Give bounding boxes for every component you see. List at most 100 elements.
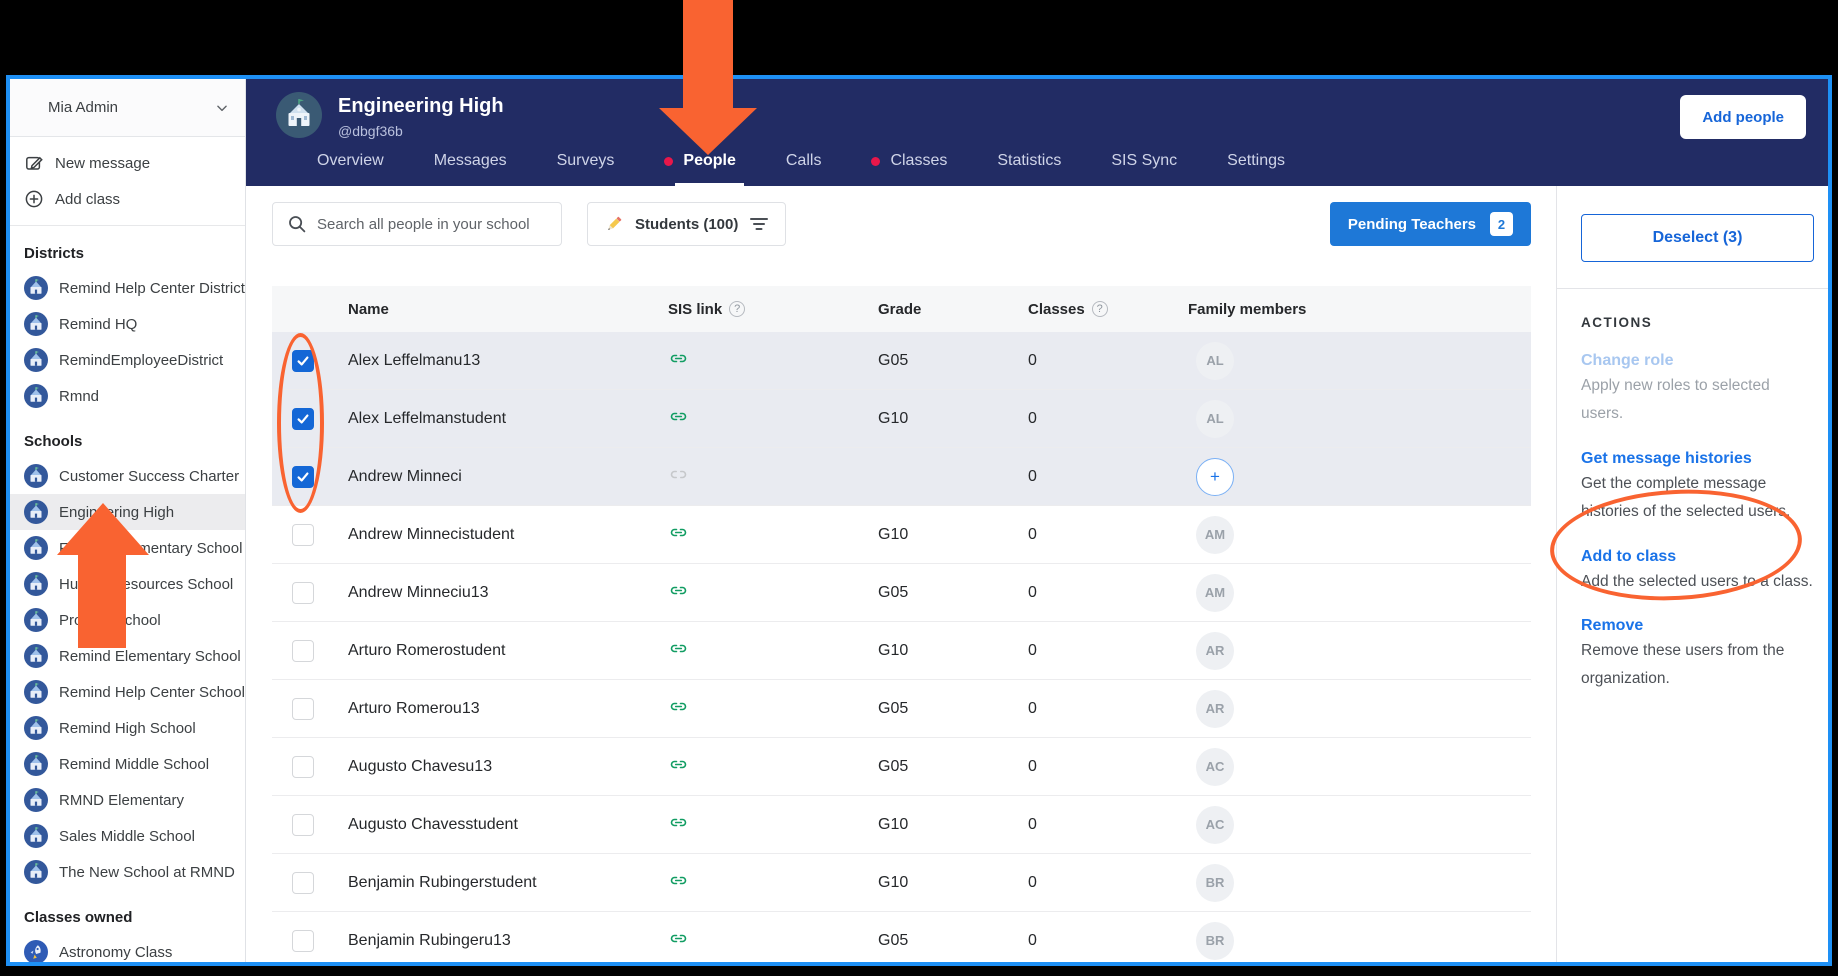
people-controls: Students (100) Pending Teachers 2	[272, 202, 1531, 246]
nav-tab[interactable]: People	[664, 152, 735, 186]
sis-link-icon	[668, 638, 689, 659]
family-member-avatar[interactable]: AM	[1196, 574, 1234, 612]
sidebar-item-class[interactable]: Astronomy Class	[10, 934, 245, 962]
family-member-avatar[interactable]: AL	[1196, 400, 1234, 438]
nav-tab[interactable]: Calls	[786, 152, 822, 186]
table-row[interactable]: Alex Leffelmanu13 G05 0	[272, 332, 1531, 390]
sidebar-item-district[interactable]: Remind Help Center District	[10, 270, 245, 306]
pending-teachers-button[interactable]: Pending Teachers 2	[1330, 202, 1531, 246]
student-name[interactable]: Alex Leffelmanstudent	[336, 410, 656, 428]
family-members-cell: AC	[1176, 748, 1531, 786]
family-member-avatar[interactable]: AM	[1196, 516, 1234, 554]
sidebar-item-district[interactable]: Remind HQ	[10, 306, 245, 342]
sidebar-item-school[interactable]: Sales Middle School	[10, 818, 245, 854]
table-row[interactable]: Benjamin Rubingerstudent G10 0	[272, 854, 1531, 912]
row-checkbox[interactable]	[292, 466, 314, 488]
school-building-icon	[24, 500, 48, 524]
nav-tab[interactable]: Statistics	[997, 152, 1061, 186]
nav-tab[interactable]: Settings	[1227, 152, 1285, 186]
people-table: Name SIS link? Grade Classes? Family mem…	[272, 286, 1531, 966]
student-name[interactable]: Benjamin Rubingeru13	[336, 932, 656, 950]
family-member-avatar[interactable]: BR	[1196, 864, 1234, 902]
table-row[interactable]: Arturo Romerostudent G10 0	[272, 622, 1531, 680]
table-row[interactable]: Andrew Minneci 0 +	[272, 448, 1531, 506]
family-member-avatar[interactable]: BR	[1196, 922, 1234, 960]
sidebar-item-school[interactable]: Remind High School	[10, 710, 245, 746]
family-member-avatar[interactable]: +	[1196, 458, 1234, 496]
student-name[interactable]: Augusto Chavesstudent	[336, 816, 656, 834]
sidebar-item-school[interactable]: Engineering High	[10, 494, 245, 530]
help-icon[interactable]: ?	[1092, 301, 1108, 317]
family-member-avatar[interactable]: AR	[1196, 690, 1234, 728]
student-name[interactable]: Arturo Romerostudent	[336, 642, 656, 660]
new-message-button[interactable]: New message	[10, 145, 245, 181]
student-name[interactable]: Benjamin Rubingerstudent	[336, 874, 656, 892]
account-switcher[interactable]: Mia Admin	[10, 79, 245, 137]
action-link[interactable]: Get message histories	[1581, 450, 1814, 468]
nav-tab[interactable]: Messages	[434, 152, 507, 186]
students-filter-chip[interactable]: Students (100)	[587, 202, 786, 246]
family-member-avatar[interactable]: AL	[1196, 342, 1234, 380]
actions-panel: Deselect (3) ACTIONS Change role Apply n…	[1556, 186, 1828, 962]
sidebar-item-school[interactable]: Customer Success Charter	[10, 458, 245, 494]
help-icon[interactable]: ?	[729, 301, 745, 317]
sidebar-item-label: Remind Help Center District	[59, 280, 245, 297]
family-member-avatar[interactable]: AC	[1196, 806, 1234, 844]
row-checkbox[interactable]	[292, 582, 314, 604]
student-name[interactable]: Arturo Romerou13	[336, 700, 656, 718]
nav-tab[interactable]: Surveys	[557, 152, 615, 186]
deselect-button[interactable]: Deselect (3)	[1581, 214, 1814, 262]
sidebar-item-district[interactable]: Rmnd	[10, 378, 245, 414]
row-checkbox[interactable]	[292, 408, 314, 430]
student-name[interactable]: Andrew Minneciu13	[336, 584, 656, 602]
row-checkbox[interactable]	[292, 756, 314, 778]
action-link[interactable]: Add to class	[1581, 548, 1814, 566]
add-class-button[interactable]: Add class	[10, 181, 245, 217]
student-name[interactable]: Alex Leffelmanu13	[336, 352, 656, 370]
sidebar-item-school[interactable]: The New School at RMND	[10, 854, 245, 890]
student-name[interactable]: Andrew Minneci	[336, 468, 656, 486]
family-members-cell: AM	[1176, 516, 1531, 554]
row-checkbox[interactable]	[292, 872, 314, 894]
row-checkbox[interactable]	[292, 350, 314, 372]
row-checkbox[interactable]	[292, 814, 314, 836]
action-link[interactable]: Change role	[1581, 352, 1814, 370]
table-row[interactable]: Andrew Minneciu13 G05 0	[272, 564, 1531, 622]
table-row[interactable]: Arturo Romerou13 G05 0	[272, 680, 1531, 738]
nav-tab[interactable]: Overview	[317, 152, 384, 186]
table-row[interactable]: Augusto Chavesu13 G05 0	[272, 738, 1531, 796]
search-box[interactable]	[272, 202, 562, 246]
table-row[interactable]: Alex Leffelmanstudent G10 0	[272, 390, 1531, 448]
add-people-button[interactable]: Add people	[1680, 95, 1806, 139]
action-link[interactable]: Remove	[1581, 617, 1814, 635]
sis-link-icon	[668, 870, 689, 891]
avatar-initials: AR	[1206, 701, 1225, 716]
row-checkbox[interactable]	[292, 930, 314, 952]
sidebar-item-school[interactable]: RMND Elementary	[10, 782, 245, 818]
student-name[interactable]: Augusto Chavesu13	[336, 758, 656, 776]
sidebar-item-school[interactable]: Remind Help Center School	[10, 674, 245, 710]
sidebar-item-district[interactable]: RemindEmployeeDistrict	[10, 342, 245, 378]
row-checkbox[interactable]	[292, 698, 314, 720]
row-checkbox[interactable]	[292, 640, 314, 662]
family-member-avatar[interactable]: AC	[1196, 748, 1234, 786]
row-checkbox[interactable]	[292, 524, 314, 546]
sidebar-item-school[interactable]: Remind Middle School	[10, 746, 245, 782]
nav-tab[interactable]: SIS Sync	[1111, 152, 1177, 186]
table-row[interactable]: Benjamin Rubingeru13 G05 0	[272, 912, 1531, 966]
checkbox-cell	[272, 640, 336, 662]
sis-link-cell	[656, 870, 866, 896]
sidebar-item-school[interactable]: Product School	[10, 602, 245, 638]
nav-tab[interactable]: Classes	[871, 152, 947, 186]
search-input[interactable]	[317, 216, 547, 233]
sidebar-item-school[interactable]: Remind Elementary School	[10, 638, 245, 674]
table-row[interactable]: Augusto Chavesstudent G10 0	[272, 796, 1531, 854]
sidebar-item-school[interactable]: Human Resources School	[10, 566, 245, 602]
sis-link-cell	[656, 406, 866, 432]
table-row[interactable]: Andrew Minnecistudent G10 0	[272, 506, 1531, 564]
nav-tab-label: Statistics	[997, 152, 1061, 170]
sidebar-item-school[interactable]: Finance Elementary School	[10, 530, 245, 566]
family-member-avatar[interactable]: AR	[1196, 632, 1234, 670]
classes-count: 0	[1016, 642, 1176, 660]
student-name[interactable]: Andrew Minnecistudent	[336, 526, 656, 544]
